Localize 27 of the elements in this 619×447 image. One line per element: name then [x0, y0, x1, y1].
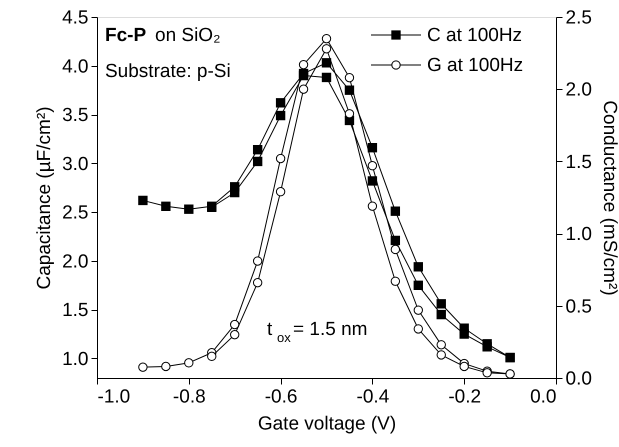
y2-tick-label: 2.0: [566, 80, 592, 101]
x-tick-label: 0.0: [530, 386, 556, 408]
x-tick-label: -0.6: [264, 386, 298, 408]
x-tick-label: -0.8: [172, 386, 206, 408]
y-axis-title: Capacitance (µF/cm²): [34, 106, 56, 290]
legend-label: C at 100Hz: [427, 25, 522, 46]
x-tick-label: -0.4: [356, 386, 390, 408]
y2-tick-label: 1.0: [566, 224, 592, 246]
x-tick-label: -1.0: [98, 386, 130, 408]
y-tick-label: 2.0: [62, 251, 88, 272]
y-tick-label: 1.5: [62, 300, 88, 322]
y-tick-label: 4.0: [62, 56, 88, 78]
y-tick-label: 3.0: [62, 154, 88, 175]
y-tick-label: 2.5: [62, 202, 88, 224]
annotation: Substrate: p-Si: [105, 61, 231, 82]
y2-tick-label: 0.5: [566, 296, 592, 318]
y2-tick-label: 1.5: [566, 152, 592, 173]
annotation: Fc-P on SiO₂: [105, 25, 220, 46]
y2-tick-label: 0.0: [566, 368, 592, 390]
y-tick-label: 4.5: [62, 8, 88, 28]
x-tick-label: -0.2: [448, 386, 482, 408]
y-tick-label: 1.0: [62, 348, 88, 370]
x-axis-title: Gate voltage (V): [258, 414, 396, 434]
y2-tick-label: 2.5: [566, 8, 592, 28]
legend-label: G at 100Hz: [427, 55, 524, 76]
y2-axis-title: Conductance (mS/cm²): [598, 100, 619, 296]
y-tick-label: 3.5: [62, 105, 88, 126]
